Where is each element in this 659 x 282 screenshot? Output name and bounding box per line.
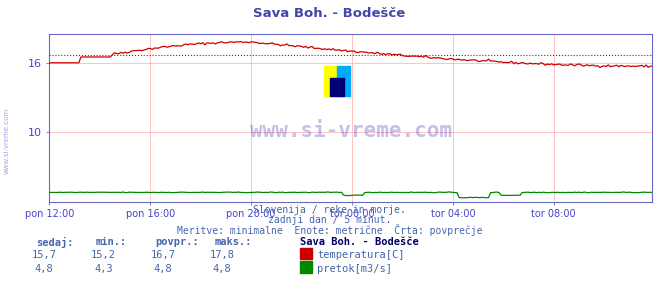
Text: Meritve: minimalne  Enote: metrične  Črta: povprečje: Meritve: minimalne Enote: metrične Črta:… [177, 224, 482, 237]
Text: 4,8: 4,8 [35, 264, 53, 274]
Text: 16,7: 16,7 [150, 250, 175, 260]
Text: maks.:: maks.: [214, 237, 252, 247]
Bar [324, 66, 337, 96]
Bar [330, 78, 344, 96]
Text: sedaj:: sedaj: [36, 237, 74, 248]
Text: zadnji dan / 5 minut.: zadnji dan / 5 minut. [268, 215, 391, 225]
Bar [337, 66, 351, 96]
Text: pretok[m3/s]: pretok[m3/s] [317, 264, 392, 274]
Text: 4,8: 4,8 [154, 264, 172, 274]
Text: Slovenija / reke in morje.: Slovenija / reke in morje. [253, 205, 406, 215]
Text: 4,3: 4,3 [94, 264, 113, 274]
Text: povpr.:: povpr.: [155, 237, 198, 247]
Text: 15,7: 15,7 [32, 250, 57, 260]
Text: temperatura[C]: temperatura[C] [317, 250, 405, 260]
Text: 15,2: 15,2 [91, 250, 116, 260]
Text: min.:: min.: [96, 237, 127, 247]
Text: www.si-vreme.com: www.si-vreme.com [3, 108, 10, 174]
Text: 17,8: 17,8 [210, 250, 235, 260]
Text: Sava Boh. - Bodešče: Sava Boh. - Bodešče [300, 237, 418, 247]
Text: Sava Boh. - Bodešče: Sava Boh. - Bodešče [253, 7, 406, 20]
Text: www.si-vreme.com: www.si-vreme.com [250, 121, 452, 141]
Text: 4,8: 4,8 [213, 264, 231, 274]
